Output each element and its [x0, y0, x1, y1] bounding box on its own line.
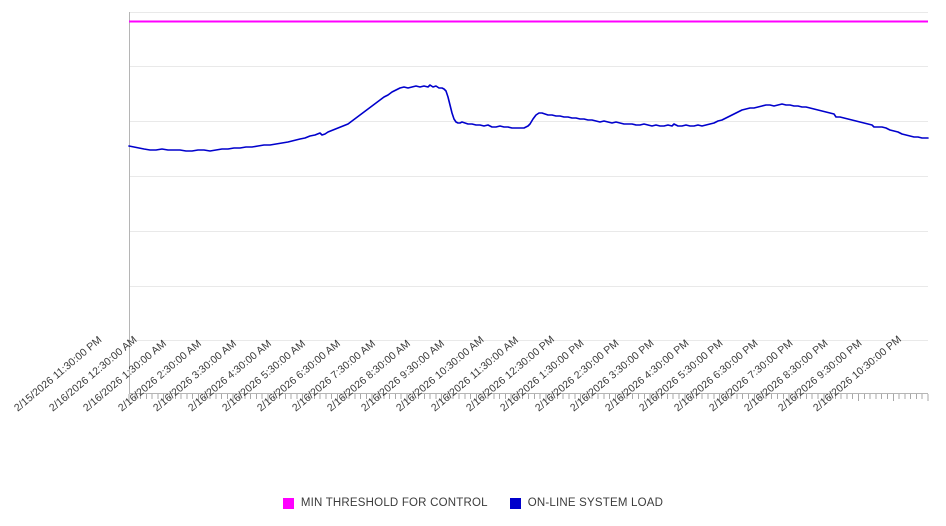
legend-label-min-threshold: MIN THRESHOLD FOR CONTROL [300, 497, 488, 509]
legend-item-min-threshold[interactable]: MIN THRESHOLD FOR CONTROL [282, 497, 488, 509]
legend-swatch-magenta [282, 497, 294, 509]
chart-legend: MIN THRESHOLD FOR CONTROL ON-LINE SYSTEM… [0, 497, 946, 509]
y-gridlines [129, 12, 928, 341]
legend-swatch-blue [509, 497, 521, 509]
x-axis-minor-ticks [128, 394, 929, 401]
plot-background [129, 12, 928, 393]
series-on-line-system-load [128, 84, 929, 152]
legend-item-system-load[interactable]: ON-LINE SYSTEM LOAD [509, 497, 664, 509]
legend-label-system-load: ON-LINE SYSTEM LOAD [527, 497, 664, 509]
